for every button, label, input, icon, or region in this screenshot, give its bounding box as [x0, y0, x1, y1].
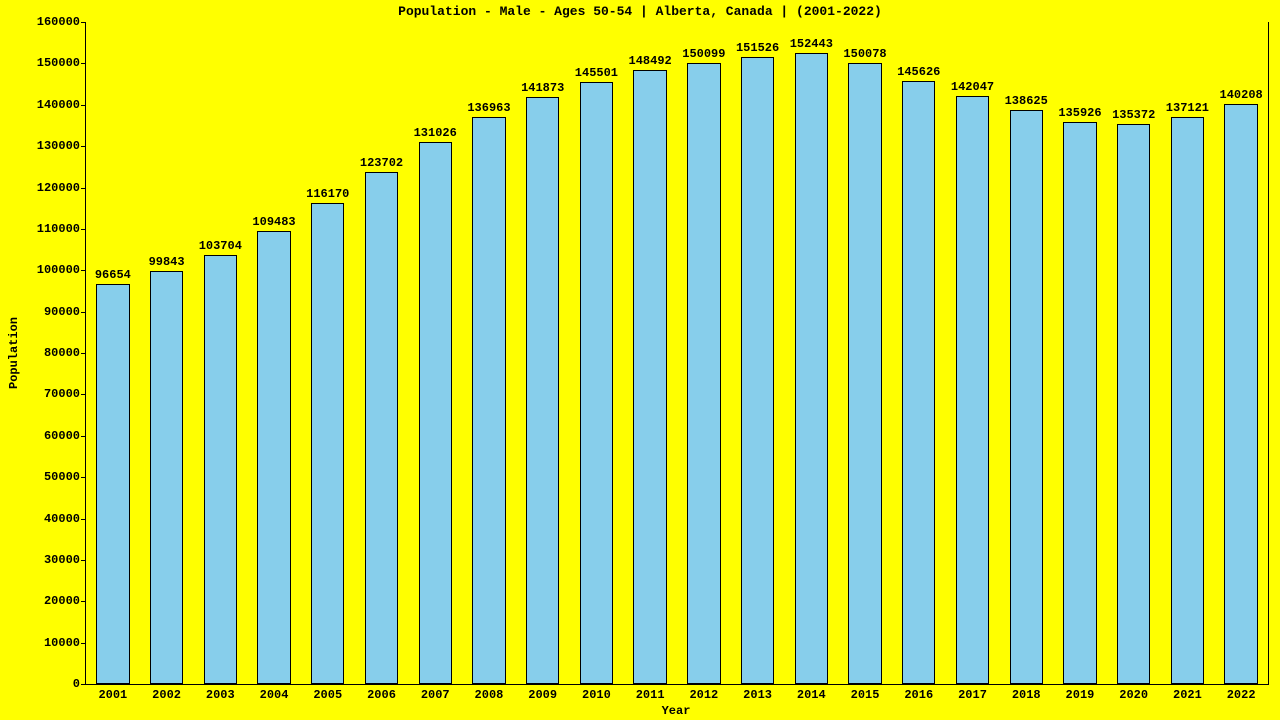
x-tick-label: 2007 [421, 684, 450, 702]
x-tick-label: 2011 [636, 684, 665, 702]
y-tick-label: 140000 [37, 98, 86, 112]
x-tick-label: 2012 [689, 684, 718, 702]
y-tick-label: 110000 [37, 222, 86, 236]
y-tick-label: 120000 [37, 181, 86, 195]
x-tick-label: 2016 [904, 684, 933, 702]
y-tick-label: 160000 [37, 15, 86, 29]
chart-title: Population - Male - Ages 50-54 | Alberta… [0, 4, 1280, 19]
chart-container: Population - Male - Ages 50-54 | Alberta… [0, 0, 1280, 720]
y-tick-label: 40000 [44, 512, 86, 526]
x-tick-label: 2020 [1119, 684, 1148, 702]
x-tick-label: 2013 [743, 684, 772, 702]
y-tick-mark [81, 684, 86, 685]
y-tick-label: 130000 [37, 139, 86, 153]
x-tick-label: 2018 [1012, 684, 1041, 702]
x-tick-label: 2014 [797, 684, 826, 702]
y-tick-label: 100000 [37, 263, 86, 277]
plot-area: 0100002000030000400005000060000700008000… [85, 22, 1269, 685]
x-tick-label: 2002 [152, 684, 181, 702]
x-tick-label: 2003 [206, 684, 235, 702]
x-tick-label: 2006 [367, 684, 396, 702]
x-tick-label: 2010 [582, 684, 611, 702]
y-tick-label: 30000 [44, 553, 86, 567]
x-tick-label: 2004 [260, 684, 289, 702]
y-tick-label: 150000 [37, 56, 86, 70]
x-axis-ticks: 2001200220032004200520062007200820092010… [86, 22, 1268, 684]
y-tick-label: 80000 [44, 346, 86, 360]
x-tick-label: 2009 [528, 684, 557, 702]
x-axis-label: Year [662, 704, 691, 718]
y-axis-label: Population [7, 317, 21, 389]
y-tick-label: 20000 [44, 594, 86, 608]
x-tick-label: 2001 [98, 684, 127, 702]
x-tick-label: 2005 [313, 684, 342, 702]
x-tick-label: 2021 [1173, 684, 1202, 702]
x-tick-label: 2017 [958, 684, 987, 702]
x-tick-label: 2008 [475, 684, 504, 702]
x-tick-label: 2015 [851, 684, 880, 702]
x-tick-label: 2022 [1227, 684, 1256, 702]
y-tick-label: 70000 [44, 387, 86, 401]
y-tick-label: 50000 [44, 470, 86, 484]
y-tick-label: 90000 [44, 305, 86, 319]
y-tick-label: 60000 [44, 429, 86, 443]
x-tick-label: 2019 [1066, 684, 1095, 702]
y-tick-label: 10000 [44, 636, 86, 650]
